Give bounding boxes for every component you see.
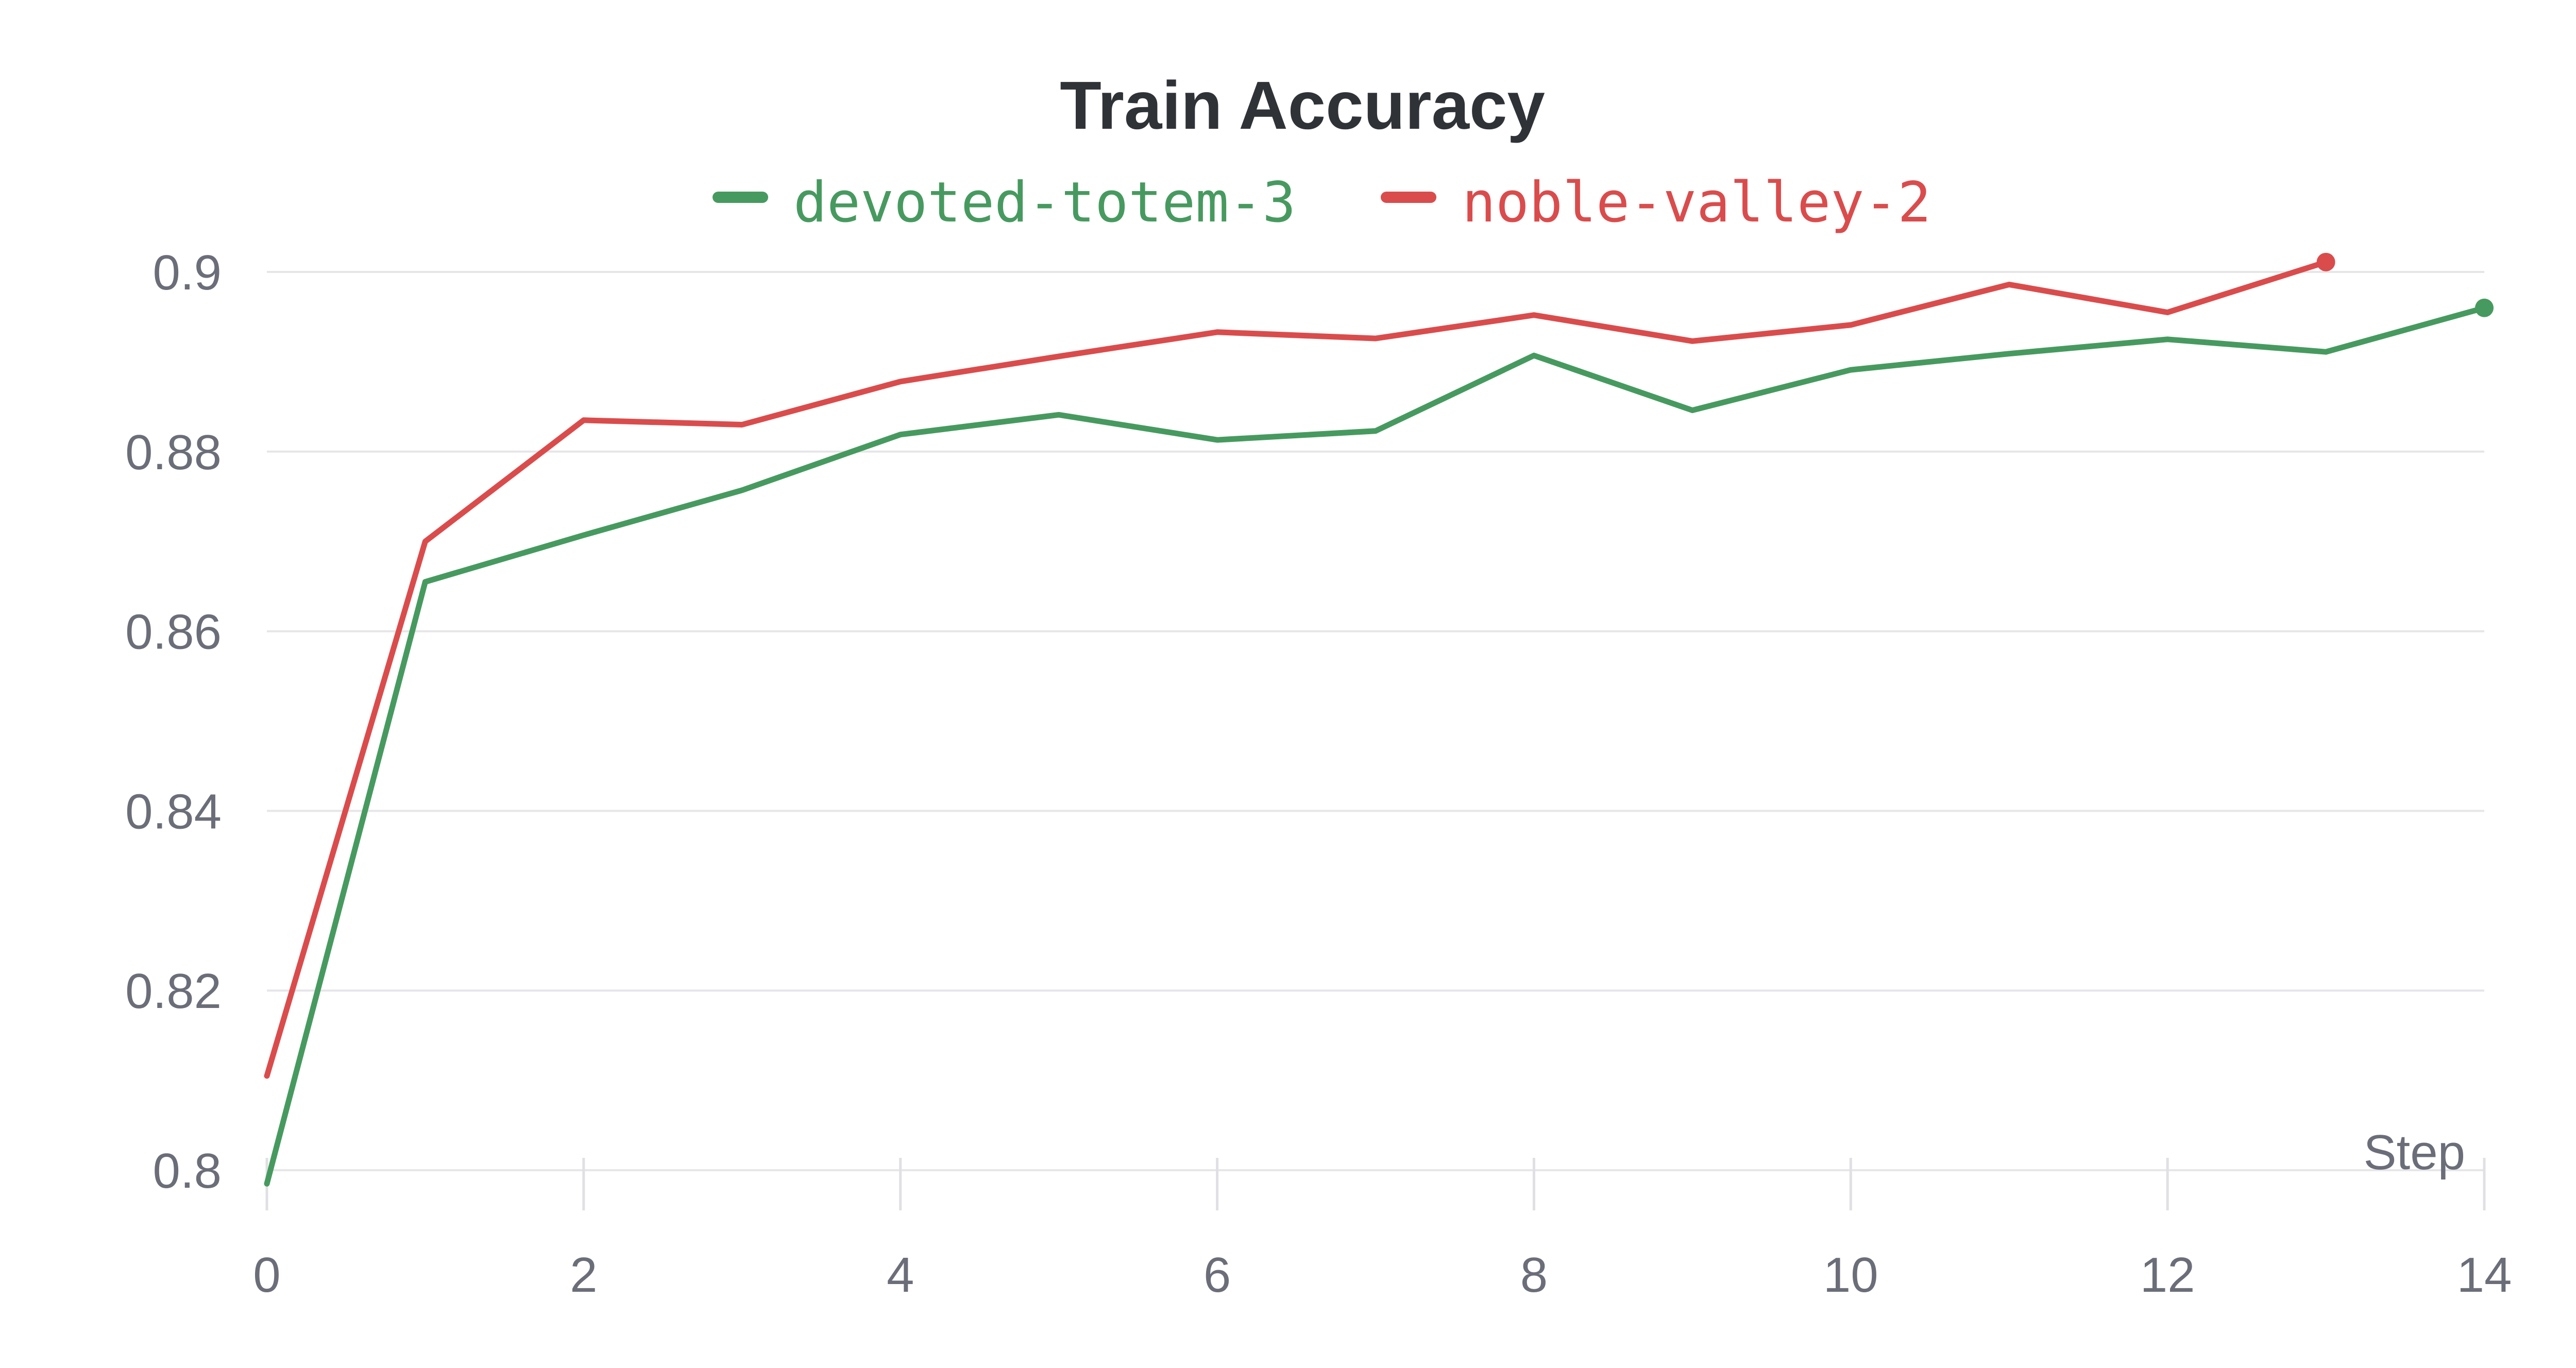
series-end-point (2475, 298, 2494, 317)
y-tick-label: 0.9 (153, 245, 222, 300)
y-tick-label: 0.82 (125, 964, 222, 1019)
x-tick-label: 2 (570, 1247, 597, 1303)
y-tick-label: 0.88 (125, 425, 222, 480)
legend-label: noble-valley-2 (1462, 170, 1931, 235)
legend-swatch (1381, 192, 1436, 203)
gridlines (267, 271, 2484, 1171)
x-tick-label: 0 (253, 1247, 280, 1303)
y-axis: 0.8 0.82 0.84 0.86 0.88 0.9 (125, 245, 222, 1199)
x-tick-label: 12 (2140, 1247, 2195, 1303)
series-group (264, 252, 2494, 1187)
x-tick-label: 4 (887, 1247, 914, 1303)
legend: devoted-totem-3 noble-valley-2 (713, 170, 1931, 235)
y-tick-label: 0.84 (125, 784, 222, 839)
y-tick-label: 0.86 (125, 605, 222, 660)
legend-label: devoted-totem-3 (793, 170, 1296, 235)
x-tick-label: 6 (1204, 1247, 1231, 1303)
x-tick-label: 14 (2457, 1247, 2512, 1303)
series-line (264, 305, 2487, 1187)
x-tick-label: 8 (1520, 1247, 1548, 1303)
series-end-point (2316, 252, 2335, 271)
x-axis-label: Step (2364, 1125, 2465, 1180)
y-tick-label: 0.8 (153, 1143, 222, 1199)
chart-title: Train Accuracy (1060, 67, 1545, 143)
series-line (264, 259, 2329, 1079)
x-axis: 0 2 4 6 8 10 12 14 (253, 1158, 2512, 1303)
legend-swatch (713, 192, 768, 203)
x-tick-label: 10 (1823, 1247, 1878, 1303)
